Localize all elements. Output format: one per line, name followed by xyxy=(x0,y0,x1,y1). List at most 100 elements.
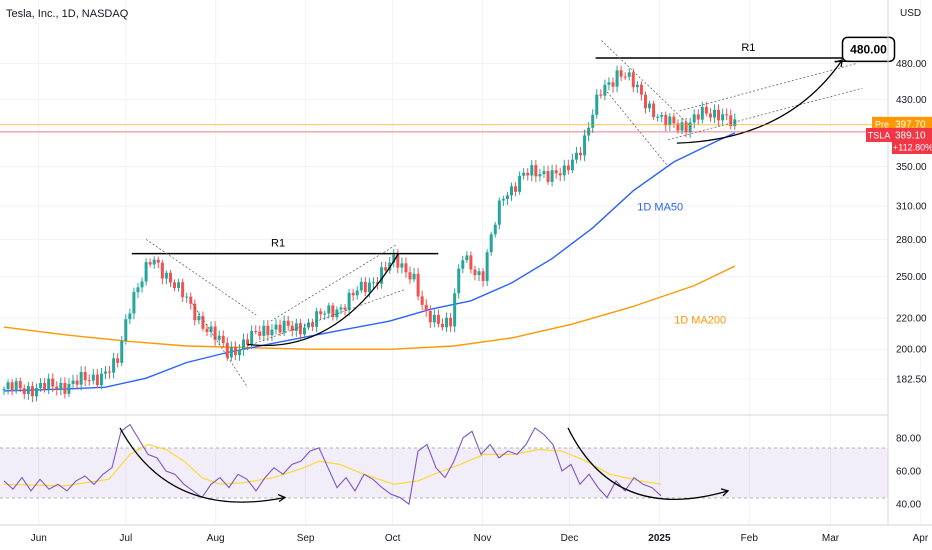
candle-body xyxy=(436,314,440,324)
candle-body xyxy=(47,378,51,390)
candle-body xyxy=(392,254,396,263)
candle-body xyxy=(574,152,578,160)
candle-body xyxy=(217,335,221,340)
time-tick-label: Aug xyxy=(207,533,225,544)
price-tick-label: 480.00 xyxy=(896,59,927,70)
candle-body xyxy=(319,311,323,315)
candle-body xyxy=(505,195,509,200)
ma200-label: 1D MA200 xyxy=(674,315,726,327)
candle-body xyxy=(668,116,672,126)
candle-body xyxy=(635,84,639,88)
candle-body xyxy=(99,373,103,386)
candle-body xyxy=(481,271,485,281)
candle-body xyxy=(185,296,189,298)
candle-body xyxy=(359,281,363,291)
candle-body xyxy=(262,325,266,336)
candle-body xyxy=(717,109,721,121)
candle-body xyxy=(611,82,615,87)
candle-body xyxy=(132,292,136,314)
candle-body xyxy=(708,113,712,118)
candle-body xyxy=(587,127,591,136)
candle-body xyxy=(518,175,522,192)
candle-body xyxy=(355,290,359,296)
candle-body xyxy=(595,94,599,115)
last-badge-tag xyxy=(866,127,892,142)
falling-channel-line xyxy=(606,91,669,167)
candle-body xyxy=(55,386,59,390)
candle-body xyxy=(339,307,343,310)
rising-channel-line xyxy=(270,244,396,322)
pre-badge-box xyxy=(892,116,932,131)
candle-body xyxy=(440,323,444,328)
candle-body xyxy=(562,165,566,176)
candle-body xyxy=(631,72,635,88)
candle-body xyxy=(713,109,716,118)
candle-body xyxy=(514,186,518,192)
candle-body xyxy=(558,173,562,176)
candle-body xyxy=(400,263,404,268)
rsi-tick-label: 80.00 xyxy=(896,433,921,444)
candle-body xyxy=(538,174,542,177)
resistance-label: R1 xyxy=(271,238,285,250)
candle-body xyxy=(656,116,660,118)
candle-body xyxy=(26,386,30,395)
candle-body xyxy=(526,172,530,176)
rsi-ma-line xyxy=(3,443,662,487)
symbol-title[interactable]: Tesla, Inc., 1D, NASDAQ xyxy=(6,8,129,20)
resistance-label: R1 xyxy=(741,42,755,54)
candle-body xyxy=(18,381,22,389)
last-badge-change: +112.80% xyxy=(893,142,932,152)
candle-body xyxy=(168,272,172,283)
candle-body xyxy=(221,335,225,343)
candle-body xyxy=(177,282,181,288)
candle-body xyxy=(307,322,310,328)
price-tick-label: 310.00 xyxy=(896,202,927,213)
candle-body xyxy=(124,319,128,341)
candle-body xyxy=(270,329,274,336)
candle-body xyxy=(2,389,6,391)
time-tick-label: Mar xyxy=(822,533,840,544)
candle-body xyxy=(298,323,302,335)
candle-body xyxy=(416,273,420,297)
candle-body xyxy=(108,371,112,373)
candle-body xyxy=(95,374,99,386)
candle-body xyxy=(39,382,43,389)
candle-body xyxy=(197,316,201,321)
candle-body xyxy=(570,159,574,171)
candle-body xyxy=(323,313,327,315)
candle-body xyxy=(136,287,140,293)
candle-body xyxy=(193,303,197,321)
candle-body xyxy=(424,304,428,311)
candle-body xyxy=(497,200,501,225)
candle-body xyxy=(201,316,205,329)
rsi-arc xyxy=(567,427,729,501)
candle-body xyxy=(120,340,124,363)
candle-body xyxy=(315,311,319,327)
time-tick-label: 2025 xyxy=(648,533,671,544)
candle-body xyxy=(380,267,384,284)
rising-channel-line xyxy=(668,87,863,141)
ma50-label: 1D MA50 xyxy=(637,202,683,214)
candle-body xyxy=(71,380,75,384)
currency-label[interactable]: USD xyxy=(900,8,922,19)
candle-body xyxy=(664,114,668,126)
candle-body xyxy=(266,325,270,336)
candle-body xyxy=(278,324,282,333)
candle-body xyxy=(688,122,692,133)
candle-body xyxy=(680,122,684,131)
candle-body xyxy=(607,82,611,85)
candle-body xyxy=(546,171,550,182)
candle-body xyxy=(542,171,546,175)
candle-body xyxy=(10,382,14,391)
candle-body xyxy=(615,70,619,87)
candle-body xyxy=(140,281,144,288)
candle-body xyxy=(205,328,209,332)
candle-body xyxy=(87,380,91,382)
last-badge-value: 389.10 xyxy=(895,130,926,141)
candle-body xyxy=(457,268,461,294)
falling-channel-line xyxy=(192,303,248,388)
candle-body xyxy=(14,381,18,391)
rising-channel-line xyxy=(679,63,857,112)
candle-body xyxy=(489,234,493,253)
